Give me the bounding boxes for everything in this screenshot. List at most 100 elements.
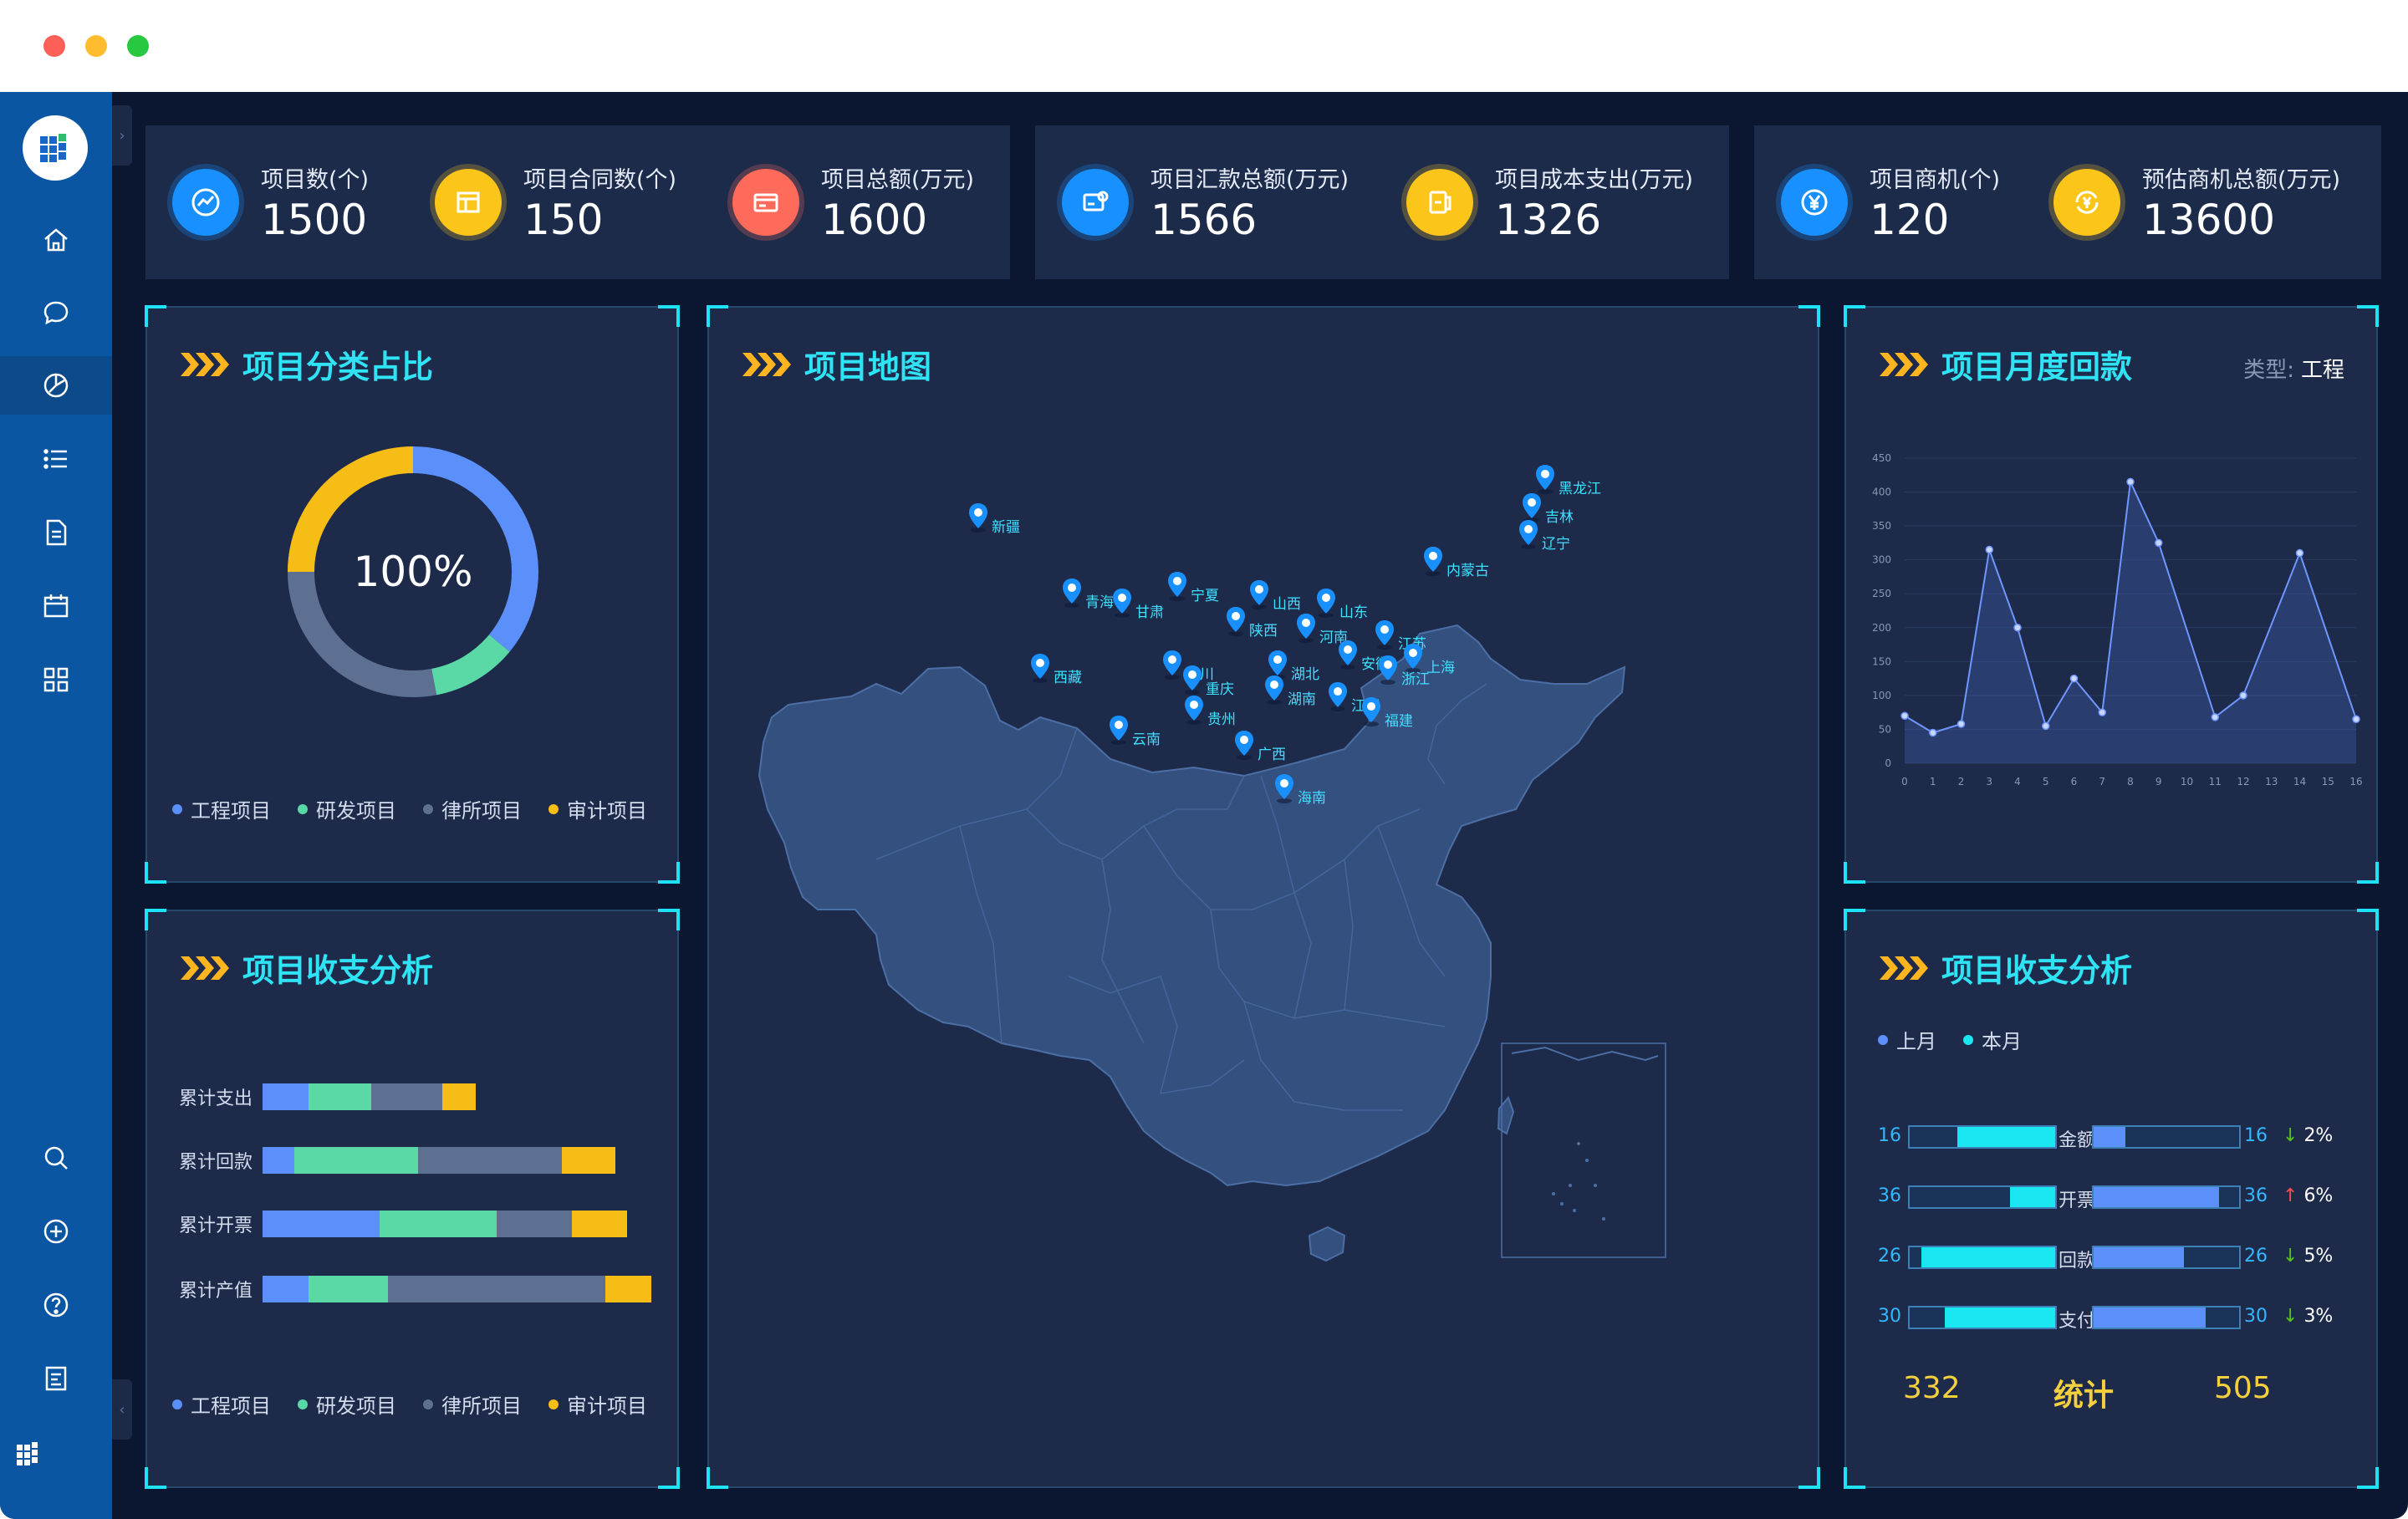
- apps-grid-icon[interactable]: [0, 650, 112, 709]
- province-label: 重庆: [1206, 681, 1234, 698]
- stacked-bar-segment[interactable]: [294, 1147, 418, 1174]
- list-icon[interactable]: [0, 430, 112, 488]
- legend-item[interactable]: 本月: [1963, 1025, 2022, 1054]
- stacked-bar-segment[interactable]: [418, 1147, 562, 1174]
- location-pin-icon[interactable]: [1517, 518, 1540, 553]
- location-pin-icon[interactable]: [1181, 664, 1204, 699]
- chevron-arrows-icon: [181, 956, 229, 980]
- stacked-bar-segment[interactable]: [497, 1211, 572, 1237]
- location-pin-icon[interactable]: [1421, 545, 1445, 580]
- legend-item[interactable]: 研发项目: [298, 1389, 396, 1419]
- stacked-bar-segment[interactable]: [263, 1083, 309, 1110]
- add-circle-icon[interactable]: [0, 1202, 112, 1261]
- location-pin-icon[interactable]: [1182, 694, 1206, 729]
- data-point[interactable]: [1900, 711, 1909, 720]
- location-pin-icon[interactable]: [1110, 587, 1134, 622]
- stacked-bar-segment[interactable]: [263, 1147, 294, 1174]
- location-pin-icon[interactable]: [1533, 463, 1557, 498]
- donut-slice-研发项目[interactable]: [431, 635, 510, 696]
- location-pin-icon[interactable]: [1336, 639, 1360, 674]
- stacked-bar-segment[interactable]: [309, 1083, 371, 1110]
- sidebar-collapse-bottom[interactable]: ‹: [112, 1379, 132, 1440]
- minimize-window-icon[interactable]: [85, 35, 107, 57]
- stacked-bar-segment[interactable]: [371, 1083, 442, 1110]
- location-pin-icon[interactable]: [1161, 649, 1184, 684]
- location-pin-icon[interactable]: [1107, 714, 1130, 749]
- donut-slice-审计项目[interactable]: [288, 446, 413, 572]
- data-point[interactable]: [2295, 548, 2304, 558]
- maximize-window-icon[interactable]: [127, 35, 149, 57]
- calendar-icon[interactable]: [0, 577, 112, 635]
- location-pin-icon[interactable]: [1263, 674, 1286, 709]
- kpi-value: 1500: [261, 195, 368, 244]
- location-pin-icon[interactable]: [1401, 642, 1425, 677]
- y-tick-label: 50: [1879, 723, 1891, 735]
- type-filter-value[interactable]: 工程: [2300, 358, 2344, 383]
- data-point[interactable]: [2042, 721, 2050, 731]
- location-pin-icon[interactable]: [1294, 612, 1318, 647]
- legend-item[interactable]: 律所项目: [423, 1389, 522, 1419]
- dashboard-icon[interactable]: [0, 356, 112, 415]
- legend-item[interactable]: 上月: [1878, 1025, 1936, 1054]
- data-point[interactable]: [2069, 674, 2079, 683]
- stacked-bar-segment[interactable]: [572, 1211, 627, 1237]
- location-pin-icon[interactable]: [1060, 577, 1084, 612]
- chat-icon[interactable]: [0, 283, 112, 342]
- legend-item[interactable]: 审计项目: [548, 794, 647, 823]
- data-point[interactable]: [1929, 728, 1937, 737]
- stacked-bar-segment[interactable]: [562, 1147, 615, 1174]
- legend-item[interactable]: 审计项目: [548, 1389, 647, 1419]
- legend-item[interactable]: 研发项目: [298, 794, 396, 823]
- stacked-bar-segment[interactable]: [309, 1276, 388, 1302]
- location-pin-icon[interactable]: [1247, 579, 1271, 614]
- data-point[interactable]: [1956, 720, 1966, 728]
- data-point[interactable]: [2126, 477, 2135, 487]
- stacked-bar-segment[interactable]: [388, 1276, 605, 1302]
- legend-item[interactable]: 律所项目: [423, 794, 522, 823]
- help-icon[interactable]: [0, 1276, 112, 1334]
- kpi-value: 13600: [2142, 195, 2276, 244]
- location-pin-icon[interactable]: [1326, 680, 1349, 716]
- location-pin-icon[interactable]: [1028, 652, 1052, 687]
- document-icon[interactable]: [0, 503, 112, 562]
- data-point[interactable]: [2239, 691, 2247, 700]
- total-right: 505: [2214, 1371, 2272, 1405]
- legend-item[interactable]: 工程项目: [172, 794, 271, 823]
- location-pin-icon[interactable]: [1376, 654, 1400, 689]
- location-pin-icon[interactable]: [1360, 696, 1383, 731]
- location-pin-icon[interactable]: [1232, 729, 1256, 764]
- data-point[interactable]: [1985, 545, 1993, 554]
- search-icon[interactable]: [0, 1129, 112, 1187]
- data-point[interactable]: [2013, 624, 2022, 632]
- app-logo[interactable]: [23, 115, 88, 181]
- stacked-bar-segment[interactable]: [263, 1211, 380, 1237]
- location-pin-icon[interactable]: [1314, 587, 1338, 622]
- data-point[interactable]: [2211, 713, 2219, 721]
- x-tick-label: 3: [1986, 776, 1992, 788]
- data-point[interactable]: [2155, 538, 2163, 548]
- stacked-bar-segment[interactable]: [605, 1276, 651, 1302]
- stacked-bar-segment[interactable]: [380, 1211, 497, 1237]
- legend-item[interactable]: 工程项目: [172, 1389, 271, 1419]
- data-point[interactable]: [2352, 715, 2360, 724]
- stacked-bar-segment[interactable]: [263, 1276, 309, 1302]
- location-pin-icon[interactable]: [1520, 492, 1543, 527]
- donut-slice-工程项目[interactable]: [413, 446, 538, 652]
- china-map[interactable]: [709, 308, 1821, 1490]
- location-pin-icon[interactable]: [1273, 772, 1296, 808]
- province-label: 湖南: [1288, 691, 1316, 708]
- location-pin-icon[interactable]: [1373, 619, 1396, 654]
- stacked-bar-segment[interactable]: [442, 1083, 476, 1110]
- cost-icon: [1406, 169, 1473, 236]
- location-pin-icon[interactable]: [967, 502, 990, 537]
- close-window-icon[interactable]: [43, 35, 65, 57]
- report-icon[interactable]: [0, 1349, 112, 1408]
- sidebar-collapse-top[interactable]: ›: [112, 105, 132, 166]
- location-pin-icon[interactable]: [1224, 605, 1247, 640]
- data-point[interactable]: [2098, 708, 2106, 716]
- province-label: 山东: [1339, 604, 1368, 621]
- donut-slice-律所项目[interactable]: [288, 572, 437, 697]
- location-pin-icon[interactable]: [1166, 570, 1189, 605]
- home-icon[interactable]: [0, 211, 112, 269]
- type-filter[interactable]: 类型: 工程: [2243, 353, 2344, 384]
